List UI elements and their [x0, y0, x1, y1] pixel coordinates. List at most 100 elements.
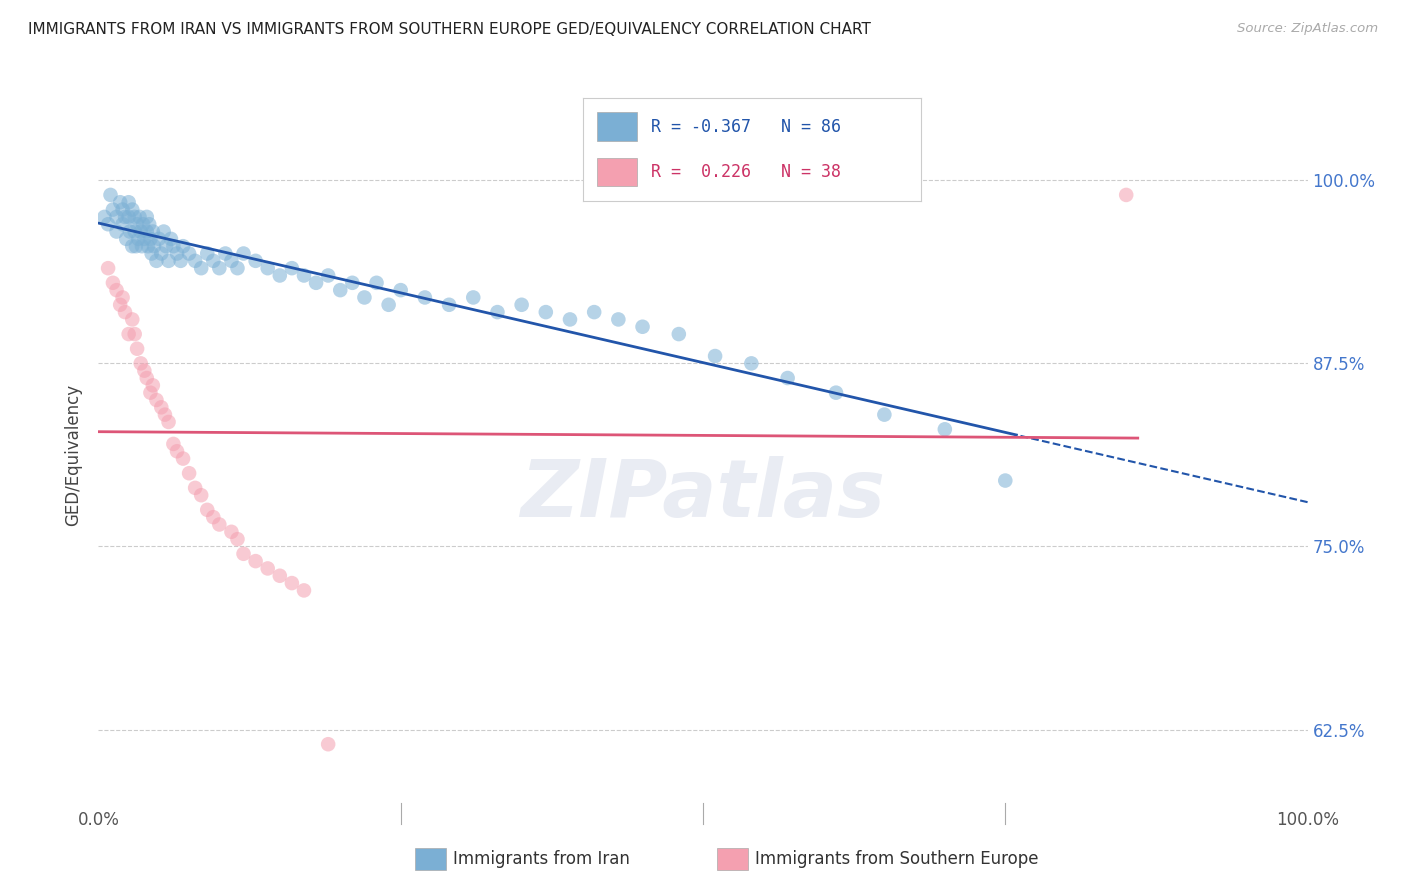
- Point: [127, 342, 149, 356]
- Point: [994, 474, 1017, 488]
- Point: [139, 232, 162, 246]
- Point: [135, 225, 157, 239]
- Point: [316, 737, 339, 751]
- Point: [179, 467, 201, 481]
- Point: [190, 488, 212, 502]
- Y-axis label: GED/Equivalency: GED/Equivalency: [65, 384, 83, 526]
- Point: [121, 312, 143, 326]
- Point: [111, 202, 134, 217]
- Point: [125, 239, 148, 253]
- Point: [305, 276, 328, 290]
- Point: [97, 261, 120, 276]
- Point: [179, 246, 201, 260]
- Point: [129, 225, 152, 239]
- Point: [208, 517, 231, 532]
- Point: [155, 239, 177, 253]
- Point: [162, 437, 184, 451]
- Point: [534, 305, 557, 319]
- Point: [202, 253, 225, 268]
- Point: [134, 232, 156, 246]
- Point: [157, 253, 180, 268]
- Point: [377, 298, 399, 312]
- Text: Immigrants from Southern Europe: Immigrants from Southern Europe: [755, 850, 1039, 868]
- Point: [111, 217, 134, 231]
- Point: [141, 246, 163, 260]
- Point: [256, 561, 278, 575]
- Text: R =  0.226   N = 38: R = 0.226 N = 38: [651, 163, 841, 181]
- Point: [214, 246, 236, 260]
- Point: [316, 268, 339, 283]
- Point: [631, 319, 654, 334]
- Point: [342, 276, 364, 290]
- Point: [101, 202, 124, 217]
- Point: [124, 327, 146, 342]
- Point: [114, 210, 136, 224]
- Point: [607, 312, 630, 326]
- Point: [152, 225, 174, 239]
- Point: [150, 401, 173, 415]
- Point: [153, 408, 176, 422]
- Point: [114, 305, 136, 319]
- Point: [138, 217, 160, 231]
- Point: [136, 239, 159, 253]
- Point: [281, 261, 304, 276]
- Point: [226, 532, 249, 546]
- Point: [486, 305, 509, 319]
- Point: [105, 225, 128, 239]
- Point: [142, 378, 165, 392]
- Point: [873, 408, 896, 422]
- Point: [366, 276, 388, 290]
- Point: [825, 385, 848, 400]
- Point: [101, 276, 124, 290]
- Point: [129, 356, 152, 370]
- Bar: [717, 848, 748, 871]
- Point: [135, 371, 157, 385]
- Point: [208, 261, 231, 276]
- Point: [166, 246, 188, 260]
- Point: [118, 327, 141, 342]
- Point: [145, 392, 167, 407]
- Point: [150, 246, 173, 260]
- Text: R = -0.367   N = 86: R = -0.367 N = 86: [651, 118, 841, 136]
- Point: [172, 451, 194, 466]
- Point: [184, 253, 207, 268]
- Point: [195, 246, 218, 260]
- Point: [108, 298, 131, 312]
- Text: IMMIGRANTS FROM IRAN VS IMMIGRANTS FROM SOUTHERN EUROPE GED/EQUIVALENCY CORRELAT: IMMIGRANTS FROM IRAN VS IMMIGRANTS FROM …: [28, 22, 870, 37]
- Point: [329, 283, 352, 297]
- Bar: [415, 848, 446, 871]
- Point: [105, 210, 128, 224]
- Point: [413, 290, 436, 304]
- Point: [195, 503, 218, 517]
- Point: [1115, 188, 1137, 202]
- Point: [510, 298, 533, 312]
- Point: [190, 261, 212, 276]
- Point: [221, 253, 243, 268]
- Point: [128, 210, 150, 224]
- Point: [558, 312, 581, 326]
- Bar: [598, 158, 637, 186]
- Point: [93, 210, 115, 224]
- Point: [776, 371, 799, 385]
- Point: [226, 261, 249, 276]
- Point: [232, 547, 254, 561]
- Point: [256, 261, 278, 276]
- Point: [292, 583, 315, 598]
- Text: Immigrants from Iran: Immigrants from Iran: [453, 850, 630, 868]
- Point: [127, 217, 149, 231]
- Point: [463, 290, 485, 304]
- Point: [184, 481, 207, 495]
- Point: [202, 510, 225, 524]
- Point: [292, 268, 315, 283]
- Point: [111, 290, 134, 304]
- Point: [127, 232, 149, 246]
- Text: Source: ZipAtlas.com: Source: ZipAtlas.com: [1237, 22, 1378, 36]
- Point: [121, 202, 143, 217]
- Point: [132, 217, 155, 231]
- Point: [160, 232, 183, 246]
- Point: [100, 188, 122, 202]
- Point: [245, 253, 267, 268]
- Point: [131, 239, 153, 253]
- Point: [740, 356, 762, 370]
- Point: [118, 225, 141, 239]
